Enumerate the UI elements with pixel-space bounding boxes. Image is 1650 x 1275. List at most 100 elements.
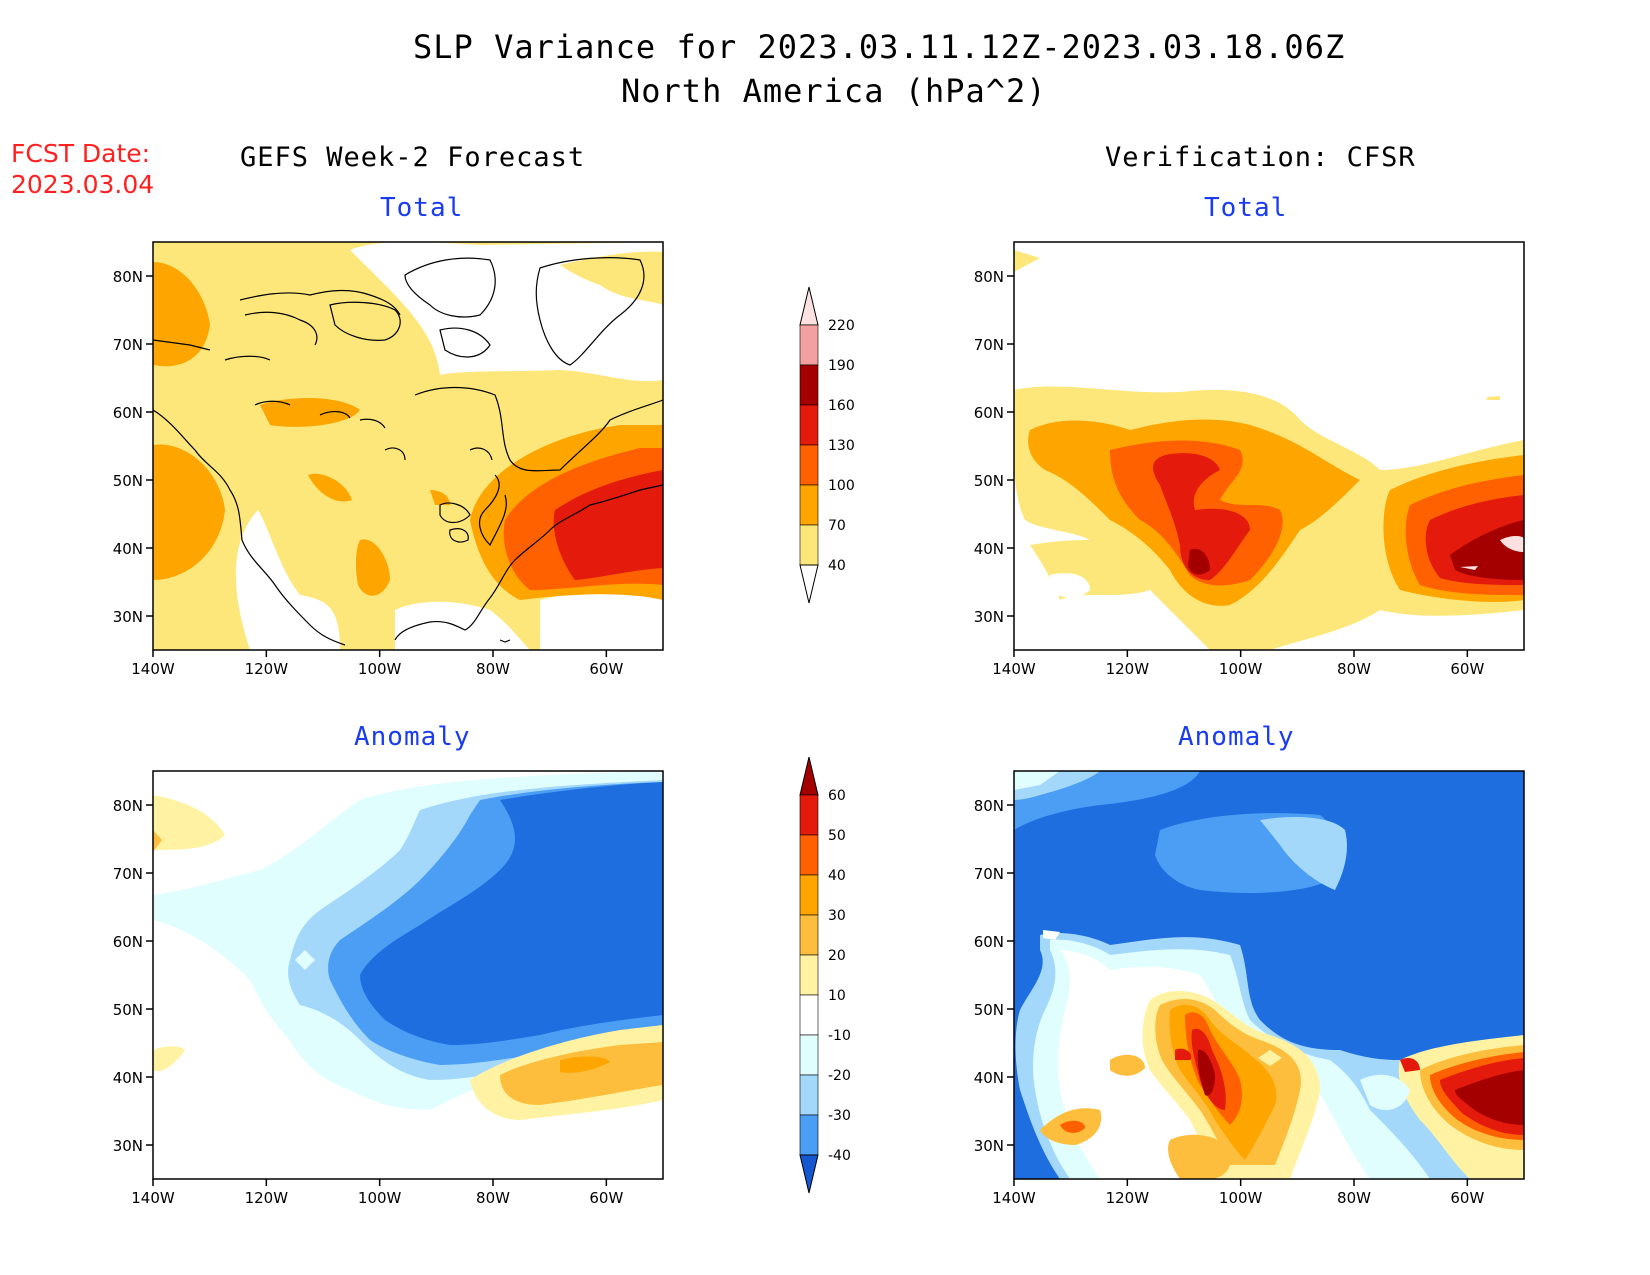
anomaly-colorbar-label: -20 [828, 1068, 851, 1084]
lon-label: 100W [358, 660, 402, 678]
lon-label: 60W [589, 1189, 623, 1207]
lon-label: 80W [476, 1189, 510, 1207]
colorbar-box [799, 444, 819, 486]
main-title: SLP Variance for 2023.03.11.12Z-2023.03.… [413, 28, 1346, 66]
colorbar-box [799, 364, 819, 406]
colorbar-label: 220 [828, 318, 855, 334]
anomaly-colorbar-bottom-arrow [799, 1154, 819, 1194]
colorbar-label: 190 [828, 358, 855, 374]
lat-label: 40N [974, 540, 1004, 558]
lon-label: 120W [1106, 660, 1150, 678]
lat-label: 30N [974, 608, 1004, 626]
lon-label: 140W [131, 660, 175, 678]
anomaly-colorbar-label: 40 [828, 868, 846, 884]
anomaly-colorbar-label: 20 [828, 948, 846, 964]
lat-label: 70N [113, 865, 143, 883]
anomaly-colorbar-box [799, 794, 819, 836]
anomaly-colorbar-box [799, 1074, 819, 1116]
anomaly-colorbar-top-arrow [799, 756, 819, 796]
cfsr-total-subtitle: Total [1204, 193, 1288, 223]
anomaly-colorbar-label: 50 [828, 828, 846, 844]
anomaly-colorbar-box [799, 834, 819, 876]
lat-label: 70N [113, 336, 143, 354]
colorbar-box [799, 524, 819, 566]
anomaly-colorbar-label: -30 [828, 1108, 851, 1124]
fcst-date-value: 2023.03.04 [11, 170, 155, 199]
anomaly-colorbar-label: -40 [828, 1148, 851, 1164]
lon-label: 60W [1450, 660, 1484, 678]
anomaly-colorbar-box [799, 914, 819, 956]
lat-label: 40N [113, 1069, 143, 1087]
lat-label: 60N [974, 933, 1004, 951]
gefs-total-map [153, 242, 663, 650]
lon-label: 140W [131, 1189, 175, 1207]
lat-label: 30N [974, 1137, 1004, 1155]
anomaly-colorbar-box [799, 874, 819, 916]
colorbar-box [799, 484, 819, 526]
lon-label: 100W [358, 1189, 402, 1207]
lat-label: 40N [113, 540, 143, 558]
lon-label: 80W [476, 660, 510, 678]
lat-label: 40N [974, 1069, 1004, 1087]
anomaly-colorbar-label: 30 [828, 908, 846, 924]
lon-label: 100W [1219, 1189, 1263, 1207]
colorbar-bottom-arrow [799, 564, 819, 604]
lon-label: 140W [992, 660, 1036, 678]
lat-label: 30N [113, 1137, 143, 1155]
lat-label: 70N [974, 336, 1004, 354]
cfsr-total-map [1014, 242, 1524, 650]
lon-label: 120W [1106, 1189, 1150, 1207]
main-subtitle: North America (hPa^2) [621, 72, 1047, 110]
lat-label: 60N [974, 404, 1004, 422]
anomaly-colorbar-box [799, 994, 819, 1036]
lon-label: 120W [245, 1189, 289, 1207]
anomaly-colorbar-box [799, 954, 819, 996]
left-column-header: GEFS Week-2 Forecast [240, 142, 586, 173]
lon-label: 100W [1219, 660, 1263, 678]
total-colorbar: 220 190 160 130 100 70 40 [799, 286, 855, 604]
anomaly-colorbar-label: 10 [828, 988, 846, 1004]
fcst-date-label: FCST Date: [11, 139, 151, 168]
lon-label: 80W [1337, 660, 1371, 678]
lon-label: 60W [589, 660, 623, 678]
gefs-anomaly-subtitle: Anomaly [354, 722, 471, 752]
colorbar-top-arrow [799, 286, 819, 326]
colorbar-box [799, 404, 819, 446]
gefs-total-frame [152, 241, 664, 651]
lat-label: 50N [113, 1001, 143, 1019]
colorbar-label: 100 [828, 478, 855, 494]
gefs-anomaly-frame [152, 770, 664, 1180]
cfsr-anomaly-map [1014, 771, 1524, 1179]
right-column-header: Verification: CFSR [1105, 142, 1416, 173]
lat-label: 80N [974, 797, 1004, 815]
lat-label: 50N [974, 472, 1004, 490]
cfsr-anomaly-subtitle: Anomaly [1178, 722, 1295, 752]
lat-label: 30N [113, 608, 143, 626]
lat-label: 80N [113, 268, 143, 286]
cfsr-total-frame [1013, 241, 1525, 651]
lat-label: 60N [113, 404, 143, 422]
lat-label: 50N [974, 1001, 1004, 1019]
lon-label: 80W [1337, 1189, 1371, 1207]
lat-label: 60N [113, 933, 143, 951]
lat-label: 80N [974, 268, 1004, 286]
anomaly-colorbar: 60 50 40 30 20 10 -10 -20 -30 -40 [799, 756, 851, 1194]
cfsr-anomaly-frame [1013, 770, 1525, 1180]
lat-label: 80N [113, 797, 143, 815]
anomaly-colorbar-box [799, 1114, 819, 1156]
gefs-anomaly-map [153, 771, 663, 1179]
lon-label: 60W [1450, 1189, 1484, 1207]
coastline-outline [153, 257, 663, 646]
colorbar-label: 70 [828, 518, 846, 534]
lat-label: 70N [974, 865, 1004, 883]
anomaly-colorbar-label: 60 [828, 788, 846, 804]
colorbar-label: 40 [828, 558, 846, 574]
gefs-total-subtitle: Total [380, 193, 464, 223]
anomaly-colorbar-label: -10 [828, 1028, 851, 1044]
colorbar-box [799, 324, 819, 366]
lat-label: 50N [113, 472, 143, 490]
lon-label: 140W [992, 1189, 1036, 1207]
colorbar-label: 130 [828, 438, 855, 454]
anomaly-colorbar-box [799, 1034, 819, 1076]
